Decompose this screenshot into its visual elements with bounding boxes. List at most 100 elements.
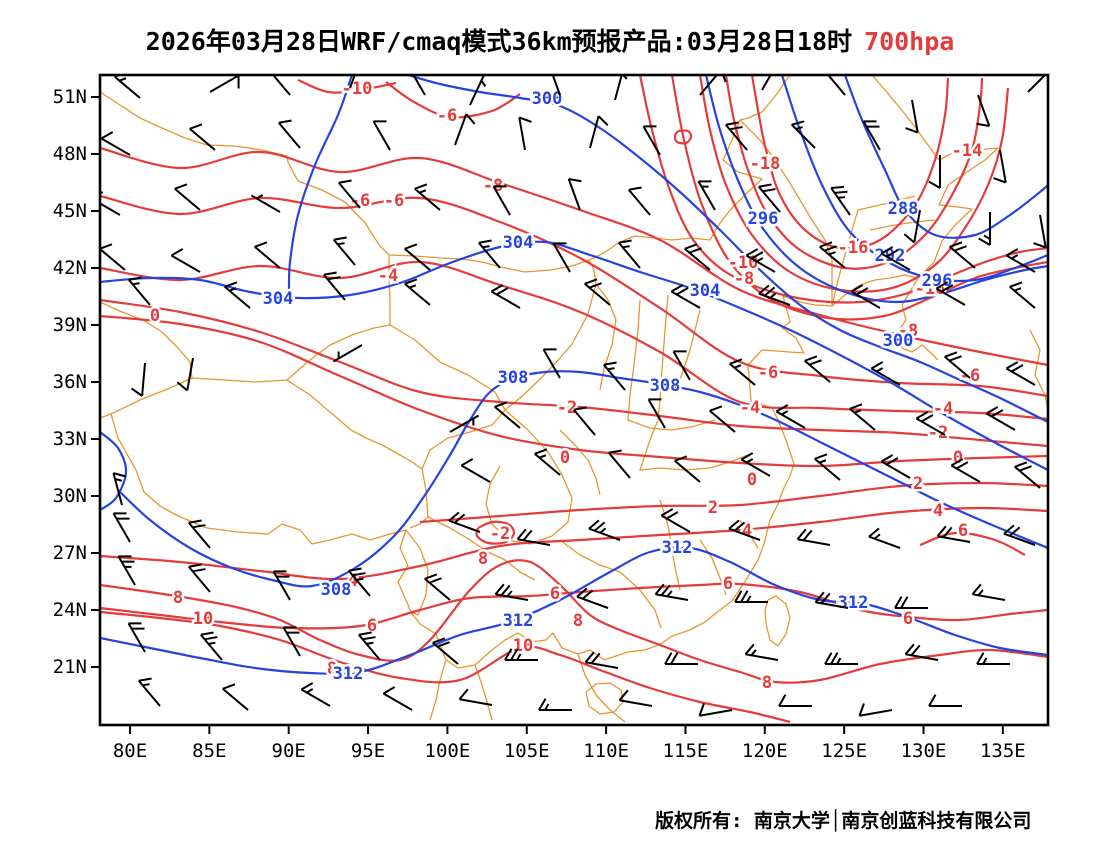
wind-barb: [278, 119, 301, 149]
contour-label: 308: [321, 580, 352, 600]
title-level: 700hpa: [864, 27, 955, 56]
wind-barb: [138, 677, 161, 707]
wind-barb: [728, 519, 761, 541]
wind-barb: [504, 648, 538, 661]
temperature-contours-line--12: [670, 75, 1048, 321]
contour-label: 308: [650, 376, 681, 396]
contour-label: 8: [478, 549, 488, 569]
wind-barb: [971, 583, 1006, 601]
wind-barb: [950, 458, 981, 483]
contour-label: 300: [532, 89, 563, 109]
contour-label: 296: [922, 271, 953, 291]
wind-barb: [729, 358, 756, 386]
map-frame: [98, 73, 1050, 727]
boundary-line: [1029, 329, 1048, 411]
height-contours-line-308: [117, 370, 1048, 588]
wind-barb: [1009, 281, 1036, 309]
wind-barb: [628, 186, 651, 216]
temperature-contours-line-2: [419, 481, 1048, 524]
temperature-contours-line--2: [100, 298, 1048, 448]
wind-barb: [664, 652, 698, 665]
wind-barb: [870, 361, 901, 386]
wind-barb: [1005, 248, 1036, 273]
contour-label: 308: [498, 368, 529, 388]
y-tick-label: 33N: [53, 428, 87, 450]
temperature-contours-line--6: [385, 81, 521, 119]
boundary-line: [699, 539, 727, 596]
wind-barb: [170, 248, 201, 273]
page-title: 2026年03月28日WRF/cmaq模式36km预报产品:03月28日18时 7…: [0, 22, 1100, 58]
x-tick-label: 105E: [504, 740, 550, 762]
wind-barb: [117, 555, 136, 586]
wind-barb: [174, 183, 201, 211]
contour-label: 304: [263, 289, 294, 309]
contour-label: -8: [898, 321, 918, 341]
wind-barb: [492, 185, 511, 216]
wind-barb: [458, 688, 493, 706]
wind-barb: [494, 401, 521, 429]
height-contours-line-304: [100, 431, 128, 511]
boundary-line: [485, 409, 573, 545]
wind-barb: [944, 351, 971, 379]
wind-barb: [928, 155, 941, 189]
wind-barb: [796, 528, 831, 546]
wind-barb: [460, 458, 491, 483]
contour-label: -14: [952, 141, 983, 161]
wind-barb: [349, 75, 356, 89]
wind-barb: [551, 75, 561, 96]
height-contours-line-304: [100, 240, 1048, 471]
contour-label: -2: [490, 524, 510, 544]
wind-barb: [670, 284, 701, 309]
temperature-contours-line-8: [100, 559, 1048, 684]
x-axis: 80E 85E 90E 95E 100E 105E 110E 115E 120E 125E 130E…: [113, 725, 1026, 762]
temperature-contours-line--14: [698, 75, 1010, 293]
wind-barb: [608, 449, 631, 479]
wind-barb: [358, 631, 381, 661]
wind-barb: [618, 239, 641, 269]
wind-barb: [647, 398, 666, 429]
temperature-contours-line-0: [673, 129, 693, 145]
y-tick-label: 36N: [53, 371, 87, 393]
y-tick-label: 51N: [53, 86, 87, 108]
height-contours: [100, 75, 1048, 675]
boundary-line: [100, 75, 999, 669]
wind-barb: [978, 212, 991, 246]
height-contours-line-300: [407, 75, 1048, 423]
wind-barb: [614, 75, 628, 101]
x-tick-label: 120E: [742, 740, 788, 762]
wind-barb: [778, 694, 812, 707]
contour-label: 8: [327, 659, 337, 679]
boundary-line: [429, 659, 447, 721]
wind-barb: [744, 643, 779, 661]
wind-barb: [993, 149, 1007, 184]
wind-barb: [449, 414, 480, 433]
contour-label: 10: [193, 609, 213, 629]
wind-barb: [584, 651, 619, 669]
y-axis: 51N 48N 45N 42N 39N 36N 33N 30N 27N 24N 21N: [53, 86, 100, 678]
wind-barb: [382, 686, 413, 711]
wind-barb: [862, 120, 881, 151]
temperature-contours-line-6: [100, 582, 1048, 630]
boundary-line: [100, 301, 193, 379]
boundary-line: [559, 429, 601, 496]
x-tick-label: 125E: [821, 740, 867, 762]
boundary-line: [739, 519, 759, 549]
wind-barb: [518, 116, 532, 151]
temperature-contours-line-10: [100, 610, 791, 724]
wind-barb: [222, 683, 249, 711]
contour-label: 300: [883, 331, 914, 351]
wind-barb: [936, 525, 971, 543]
temperature-contours-line--6: [100, 194, 1048, 398]
wind-barb: [905, 99, 919, 134]
contour-label: -12: [913, 279, 944, 299]
wind-barb: [1003, 524, 1036, 546]
wind-barb: [672, 350, 691, 381]
contour-label: 304: [503, 233, 534, 253]
wind-barb: [830, 185, 851, 216]
wind-barb: [448, 511, 481, 533]
wind-barb: [699, 75, 727, 96]
height-contours-line-304: [287, 75, 354, 293]
wind-barb: [660, 508, 691, 533]
temperature-contours-line--16: [724, 75, 984, 270]
contour-label: 8: [573, 611, 583, 631]
